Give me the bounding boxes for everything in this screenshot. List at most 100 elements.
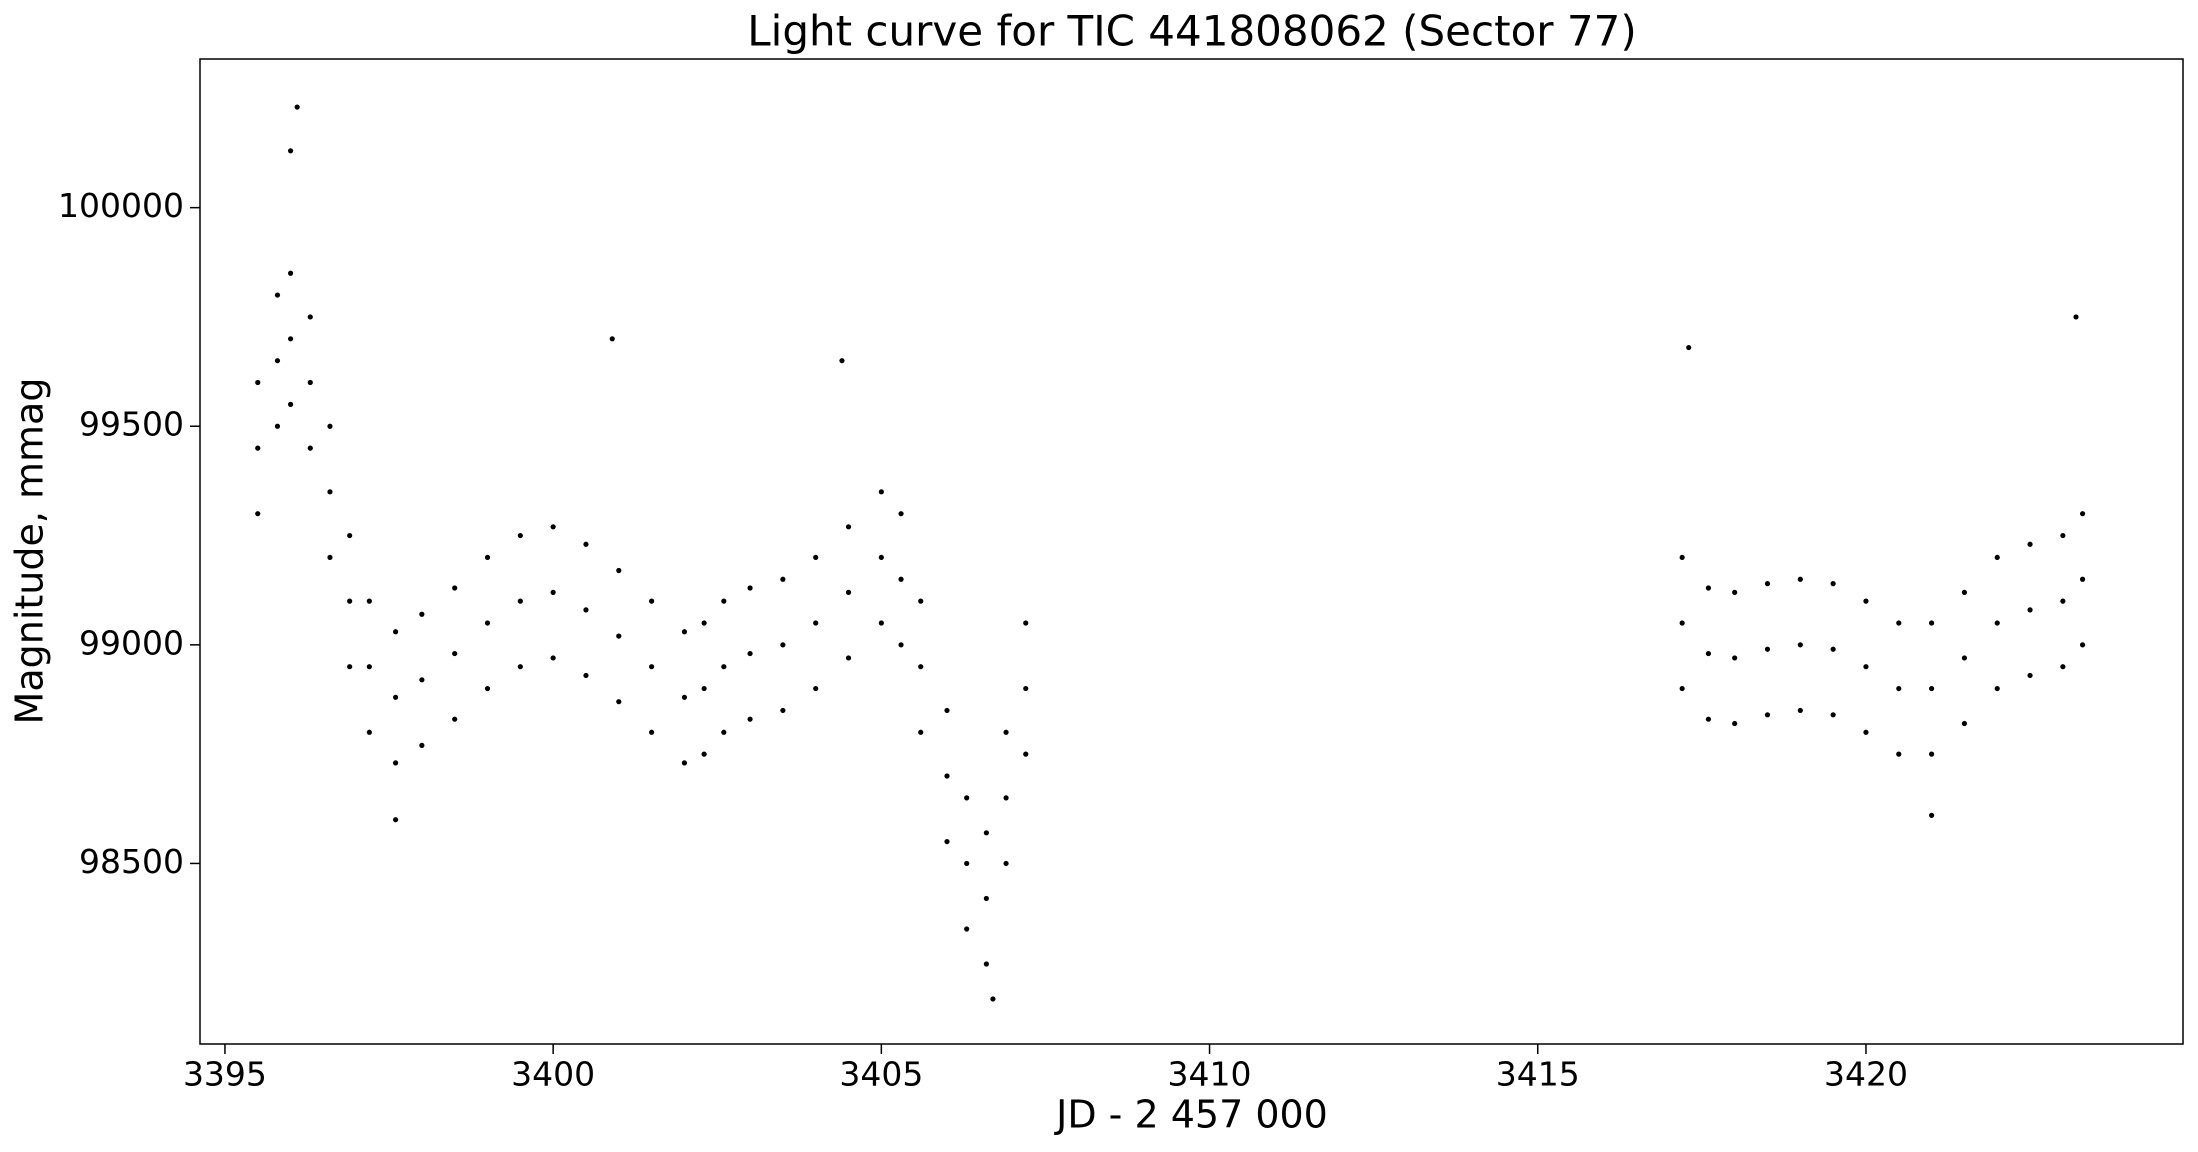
data-point: [347, 532, 353, 539]
data-point: [517, 664, 523, 670]
data-point: [484, 685, 491, 692]
data-point: [616, 633, 622, 639]
data-point: [983, 961, 989, 967]
data-point: [1863, 598, 1869, 604]
data-point: [287, 270, 294, 276]
y-tick-label: 98500: [79, 842, 184, 881]
chart-title: Light curve for TIC 441808062 (Sector 77…: [747, 7, 1636, 56]
data-point: [550, 589, 556, 595]
data-point: [452, 585, 458, 591]
data-point: [1830, 581, 1836, 587]
data-point: [1003, 860, 1009, 867]
data-point: [1797, 707, 1803, 714]
data-point: [1896, 685, 1902, 692]
y-tick-label: 99500: [79, 405, 184, 444]
data-point: [918, 664, 924, 670]
data-point: [2027, 672, 2033, 679]
data-point: [366, 598, 372, 604]
data-point: [721, 664, 727, 670]
data-point: [366, 664, 372, 670]
data-point: [294, 104, 300, 110]
data-point: [1896, 620, 1902, 626]
data-point: [2079, 511, 2086, 517]
data-point: [1679, 620, 1685, 626]
data-point: [944, 838, 950, 845]
data-point: [780, 576, 786, 582]
data-point: [649, 664, 655, 670]
data-point: [1732, 589, 1738, 595]
data-point: [780, 642, 786, 648]
data-point: [898, 642, 904, 648]
data-point: [1686, 344, 1692, 351]
data-point: [813, 554, 819, 561]
data-point: [1023, 620, 1029, 626]
data-point: [701, 751, 707, 757]
data-point: [287, 148, 294, 154]
x-tick-label: 3400: [511, 1055, 595, 1094]
data-point: [583, 607, 589, 613]
data-point: [255, 511, 261, 517]
data-point: [1961, 655, 1968, 661]
data-point: [944, 773, 950, 779]
data-point: [813, 685, 819, 692]
data-point: [1928, 620, 1935, 626]
data-point: [1994, 620, 2000, 626]
data-point: [2027, 607, 2033, 613]
y-axis-label: Magnitude, mmag: [8, 378, 52, 725]
data-point: [878, 489, 884, 495]
data-point: [649, 729, 655, 735]
data-point: [1705, 585, 1712, 591]
data-point: [517, 532, 523, 539]
data-point: [944, 707, 950, 714]
data-point: [327, 554, 333, 561]
data-point: [721, 598, 727, 604]
data-point: [1994, 554, 2000, 561]
data-point: [1679, 685, 1685, 692]
data-point: [1797, 576, 1803, 582]
data-point: [964, 926, 970, 932]
data-point: [287, 401, 294, 407]
data-point: [681, 760, 688, 766]
data-point: [878, 620, 884, 626]
data-point: [2079, 576, 2086, 582]
data-point: [327, 423, 333, 429]
data-point: [898, 576, 904, 582]
data-point: [1679, 554, 1685, 561]
data-point: [1830, 712, 1836, 718]
data-point: [918, 598, 924, 604]
data-point: [918, 729, 924, 735]
data-point: [1896, 751, 1902, 757]
data-point: [983, 830, 989, 836]
data-point: [1705, 716, 1712, 722]
data-point: [393, 694, 399, 700]
data-point: [307, 445, 313, 451]
data-point: [2060, 598, 2066, 604]
data-point: [1764, 712, 1771, 718]
data-point: [681, 694, 688, 700]
data-point: [701, 685, 707, 692]
data-point: [274, 423, 281, 429]
data-point: [307, 379, 313, 386]
x-tick-label: 3405: [839, 1055, 923, 1094]
data-point: [2027, 541, 2033, 547]
data-point: [307, 314, 313, 320]
data-point: [1797, 642, 1803, 648]
data-point: [583, 541, 589, 547]
data-point: [1732, 720, 1738, 727]
data-point: [780, 707, 786, 714]
data-point: [1003, 729, 1009, 735]
data-point: [616, 567, 622, 574]
data-point: [1764, 646, 1771, 652]
data-point: [1928, 751, 1935, 757]
data-point: [1830, 646, 1836, 652]
data-point: [898, 511, 904, 517]
data-point: [1994, 685, 2000, 692]
data-point: [393, 760, 399, 766]
data-point: [1732, 655, 1738, 661]
data-point: [721, 729, 727, 735]
data-point: [839, 358, 845, 364]
data-point: [255, 445, 261, 451]
data-point: [747, 585, 753, 591]
data-point: [1928, 812, 1935, 818]
